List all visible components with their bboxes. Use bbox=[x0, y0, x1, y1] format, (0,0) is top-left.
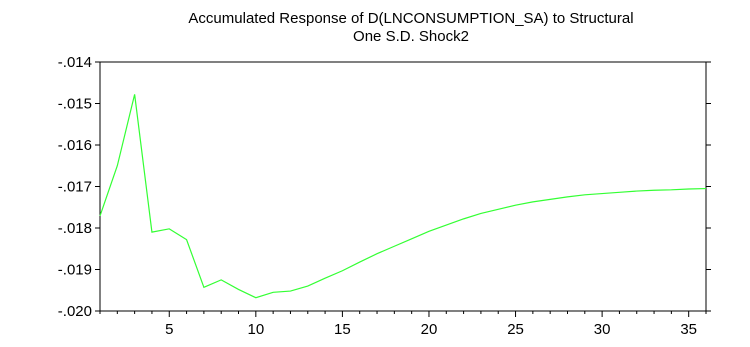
chart-title-line-1: Accumulated Response of D(LNCONSUMPTION_… bbox=[188, 10, 633, 27]
x-tick-label: 30 bbox=[594, 321, 611, 338]
chart-title-line-2: One S.D. Shock2 bbox=[353, 28, 469, 45]
x-tick-label: 35 bbox=[680, 321, 697, 338]
y-tick-label: -.016 bbox=[58, 137, 92, 154]
y-tick-label: -.017 bbox=[58, 179, 92, 196]
y-tick-label: -.015 bbox=[58, 96, 92, 113]
plot-frame bbox=[99, 61, 707, 312]
x-tick-label: 20 bbox=[421, 321, 438, 338]
x-tick-label: 10 bbox=[247, 321, 264, 338]
y-tick-label: -.019 bbox=[58, 262, 92, 279]
axis-ticks: -.014 -.015 -.016 -.017 -.018 -.019 -.020 5 10 15… bbox=[58, 54, 711, 338]
series-line-0 bbox=[99, 94, 707, 299]
y-tick-label: -.014 bbox=[58, 54, 92, 71]
y-tick-label: -.020 bbox=[58, 303, 92, 320]
x-tick-label: 15 bbox=[334, 321, 351, 338]
y-tick-label: -.018 bbox=[58, 220, 92, 237]
series-group bbox=[99, 94, 707, 299]
x-tick-label: 5 bbox=[165, 321, 173, 338]
x-tick-label: 25 bbox=[507, 321, 524, 338]
